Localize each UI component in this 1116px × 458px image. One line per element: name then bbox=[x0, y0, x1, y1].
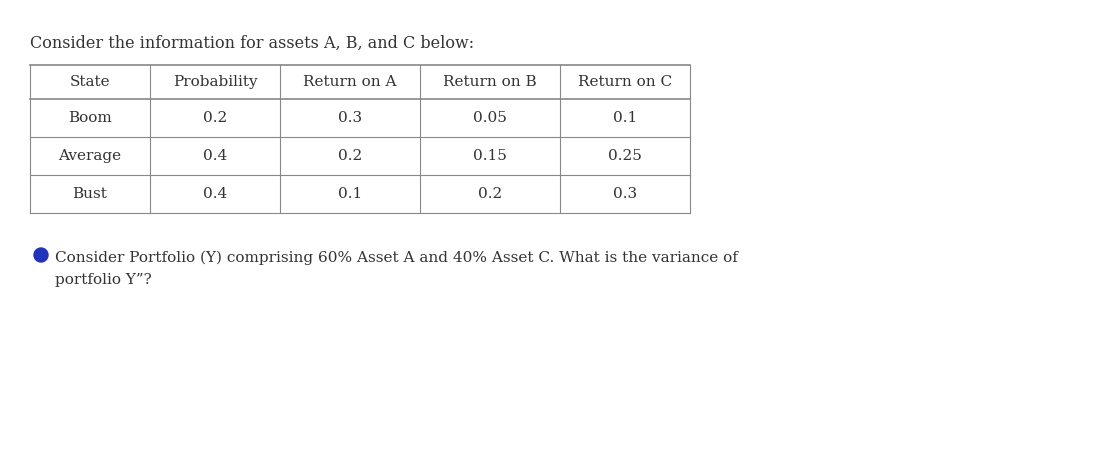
Text: 0.25: 0.25 bbox=[608, 149, 642, 163]
Text: portfolio Y”?: portfolio Y”? bbox=[55, 273, 152, 287]
Text: Average: Average bbox=[58, 149, 122, 163]
Text: Probability: Probability bbox=[173, 75, 258, 89]
Text: 0.4: 0.4 bbox=[203, 149, 228, 163]
Text: 0.2: 0.2 bbox=[478, 187, 502, 201]
Text: 0.3: 0.3 bbox=[613, 187, 637, 201]
Text: Bust: Bust bbox=[73, 187, 107, 201]
Text: 0.2: 0.2 bbox=[203, 111, 228, 125]
Bar bbox=[30, 65, 690, 213]
Text: Consider Portfolio (Y) comprising 60% Asset A and 40% Asset C. What is the varia: Consider Portfolio (Y) comprising 60% As… bbox=[55, 251, 738, 265]
Text: Return on A: Return on A bbox=[304, 75, 397, 89]
Circle shape bbox=[33, 248, 48, 262]
Text: Boom: Boom bbox=[68, 111, 112, 125]
Text: 0.3: 0.3 bbox=[338, 111, 362, 125]
Text: Return on B: Return on B bbox=[443, 75, 537, 89]
Text: 0.05: 0.05 bbox=[473, 111, 507, 125]
Text: Return on C: Return on C bbox=[578, 75, 672, 89]
Text: 0.1: 0.1 bbox=[613, 111, 637, 125]
Text: 0.15: 0.15 bbox=[473, 149, 507, 163]
Text: Consider the information for assets A, B, and C below:: Consider the information for assets A, B… bbox=[30, 35, 474, 52]
Text: 0.4: 0.4 bbox=[203, 187, 228, 201]
Text: State: State bbox=[69, 75, 110, 89]
Text: 0.1: 0.1 bbox=[338, 187, 362, 201]
Text: 0.2: 0.2 bbox=[338, 149, 362, 163]
